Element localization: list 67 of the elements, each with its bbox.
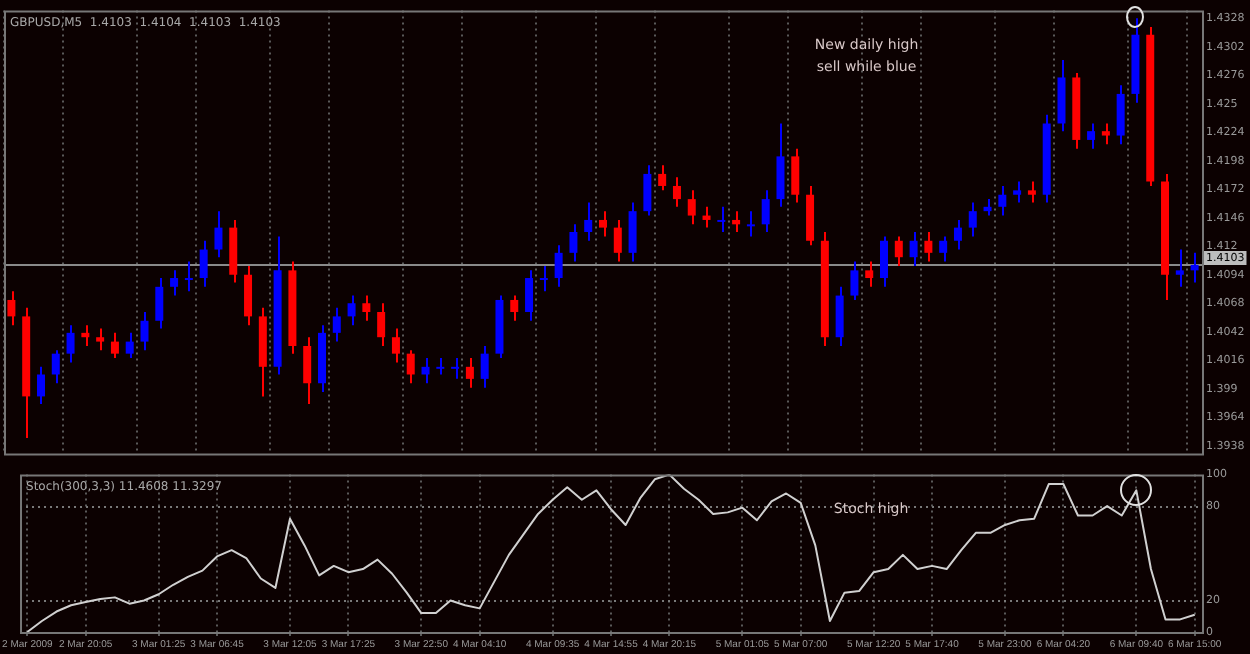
candlestick bbox=[465, 357, 474, 389]
candlestick bbox=[658, 164, 667, 192]
candlestick bbox=[746, 210, 755, 238]
candlestick bbox=[776, 122, 785, 208]
candlestick bbox=[421, 357, 430, 385]
candlestick bbox=[406, 349, 415, 385]
candlestick bbox=[835, 285, 844, 347]
candlestick bbox=[924, 231, 933, 263]
candlestick bbox=[1057, 58, 1066, 133]
candlestick bbox=[1027, 180, 1036, 204]
candlestick bbox=[377, 302, 386, 347]
candlestick bbox=[391, 327, 400, 364]
candlestick bbox=[81, 324, 90, 347]
candlestick bbox=[998, 184, 1007, 217]
candlestick bbox=[214, 210, 223, 259]
candlestick bbox=[1101, 122, 1110, 146]
candlestick bbox=[865, 260, 874, 288]
candlestick bbox=[628, 201, 637, 263]
candlestick bbox=[1116, 84, 1125, 146]
candlestick bbox=[880, 235, 889, 288]
candlestick bbox=[362, 294, 371, 322]
candlestick bbox=[51, 349, 60, 385]
candlestick bbox=[7, 290, 16, 327]
candlestick bbox=[96, 327, 105, 352]
candlestick bbox=[613, 218, 622, 263]
candlestick bbox=[199, 239, 208, 288]
candlestick bbox=[347, 294, 356, 327]
candlestick bbox=[244, 264, 253, 327]
candlestick bbox=[525, 269, 534, 322]
candlestick bbox=[36, 365, 45, 406]
candlestick bbox=[717, 205, 726, 233]
candlestick bbox=[968, 201, 977, 238]
candlestick bbox=[1175, 248, 1184, 288]
candlestick bbox=[66, 324, 75, 364]
candlestick bbox=[451, 357, 460, 380]
candlestick bbox=[569, 223, 578, 263]
candlestick bbox=[939, 235, 948, 263]
candlestick bbox=[953, 218, 962, 251]
candlestick bbox=[125, 331, 134, 360]
candlestick bbox=[303, 336, 312, 406]
candlestick bbox=[850, 260, 859, 301]
candlestick bbox=[806, 184, 815, 247]
candlestick bbox=[332, 306, 341, 343]
candlestick bbox=[687, 189, 696, 226]
candlestick bbox=[184, 260, 193, 293]
candlestick bbox=[155, 277, 164, 330]
candlestick bbox=[1013, 180, 1022, 204]
candlestick bbox=[1190, 251, 1199, 284]
candlestick bbox=[170, 269, 179, 297]
candlestick bbox=[909, 231, 918, 267]
candlestick bbox=[539, 264, 548, 293]
candlestick bbox=[1087, 122, 1096, 150]
candlestick bbox=[554, 244, 563, 288]
candlestick bbox=[732, 210, 741, 233]
candlestick bbox=[672, 176, 681, 208]
candlestick bbox=[761, 189, 770, 233]
candlestick bbox=[110, 331, 119, 360]
candlestick bbox=[791, 147, 800, 204]
candlestick bbox=[643, 164, 652, 217]
candlestick bbox=[702, 205, 711, 229]
candlestick bbox=[229, 218, 238, 284]
candlestick bbox=[140, 311, 149, 352]
candlestick bbox=[894, 235, 903, 267]
candlestick bbox=[599, 210, 607, 238]
candlestick bbox=[480, 344, 489, 389]
candlestick bbox=[510, 294, 519, 322]
candlestick bbox=[584, 201, 593, 242]
